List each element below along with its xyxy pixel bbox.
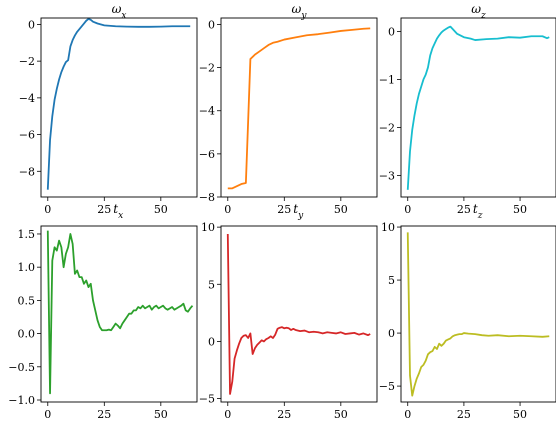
y-tick-label: 0.5	[18, 294, 36, 307]
y-tick-label: −1.0	[8, 394, 35, 407]
y-tick-label: 5	[208, 278, 215, 291]
y-tick-label: 0	[208, 18, 215, 31]
series-line-1	[228, 28, 370, 188]
series-line-1	[408, 232, 550, 395]
y-tick-label: 10	[201, 221, 215, 234]
axes-frame	[41, 18, 197, 197]
series-line-1	[48, 231, 193, 394]
y-tick-label: −4	[19, 92, 35, 105]
y-tick-label: 0	[208, 335, 215, 348]
x-tick-label: 50	[513, 408, 527, 421]
x-tick-label: 25	[97, 408, 111, 421]
y-tick-label: −2	[19, 55, 35, 68]
x-tick-label: 0	[224, 203, 231, 216]
y-tick-label: 0	[388, 25, 395, 38]
y-tick-label: 1.0	[18, 261, 36, 274]
x-tick-label: 0	[404, 203, 411, 216]
y-tick-label: 0.0	[18, 328, 36, 341]
y-tick-label: −8	[19, 165, 35, 178]
subplot-4: 0 25 50 1.5 1.0 0.5 0.0 −0.5 −1.0	[8, 226, 197, 421]
y-tick-label: −6	[199, 148, 215, 161]
x-tick-label: 50	[334, 408, 348, 421]
x-tick-label: 0	[44, 408, 51, 421]
x-tick-label: 25	[277, 408, 291, 421]
x-tick-label: 25	[97, 203, 111, 216]
x-axis-label: tz	[473, 202, 483, 221]
axes-frame	[41, 226, 197, 402]
x-tick-label: 0	[44, 203, 51, 216]
y-tick-label: −3	[379, 169, 395, 182]
y-tick-label: −2	[379, 121, 395, 134]
x-tick-label: 25	[457, 203, 471, 216]
series-line-1	[228, 234, 370, 394]
axes-frame	[401, 226, 556, 402]
y-tick-label: 10	[381, 221, 395, 234]
x-tick-label: 50	[513, 203, 527, 216]
x-tick-label: 25	[277, 203, 291, 216]
y-tick-label: −2	[199, 62, 215, 75]
x-axis-label: ty	[293, 202, 304, 221]
x-tick-label: 50	[154, 408, 168, 421]
y-tick-label: −6	[19, 129, 35, 142]
y-tick-label: 5	[388, 274, 395, 287]
y-tick-label: −4	[199, 105, 215, 118]
series-line-1	[408, 27, 550, 190]
x-tick-label: 25	[457, 408, 471, 421]
y-tick-label: −5	[199, 393, 215, 406]
y-tick-label: −5	[379, 380, 395, 393]
y-tick-label: −1	[379, 73, 395, 86]
x-axis-label: tx	[113, 202, 123, 221]
x-tick-label: 50	[154, 203, 168, 216]
series-line-1	[48, 19, 190, 190]
y-tick-label: 0	[388, 327, 395, 340]
axes-frame	[401, 18, 556, 197]
y-tick-label: −0.5	[8, 361, 35, 374]
x-tick-label: 0	[224, 408, 231, 421]
axes-frame	[221, 18, 377, 197]
y-tick-label: 1.5	[18, 228, 36, 241]
y-tick-label: 0	[28, 18, 35, 31]
axes-frame	[221, 226, 377, 402]
y-tick-label: −8	[199, 191, 215, 204]
x-tick-label: 0	[404, 408, 411, 421]
x-tick-label: 50	[334, 203, 348, 216]
